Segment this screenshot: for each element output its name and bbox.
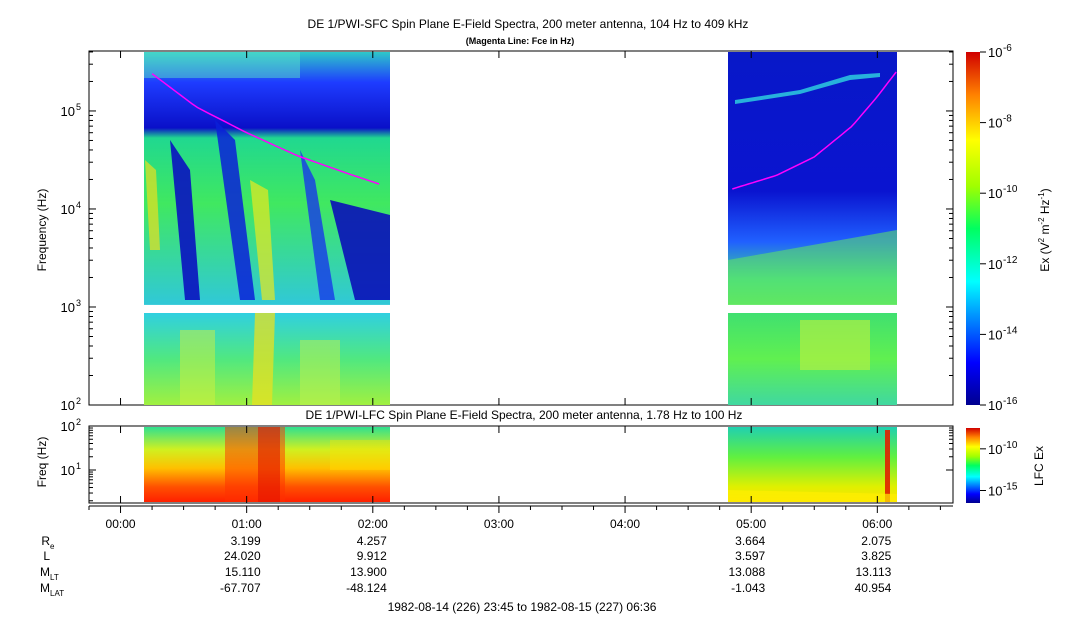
ephemeris-label-0: R [41,534,50,548]
sfc-cb-tick-exp-4: -14 [1003,325,1018,336]
sfc-ytick-exp-2: 4 [76,200,81,210]
ephemeris-value: 3.664 [735,534,765,548]
lfc-texture-b [728,430,897,502]
ephemeris-label-2: M [40,565,50,579]
lfc-title: DE 1/PWI-LFC Spin Plane E-Field Spectra,… [306,408,743,422]
fce-line-2 [732,71,897,190]
time-label-4: 04:00 [610,517,640,531]
lfc-cb-tick-exp-1: -15 [1003,482,1018,493]
lfc-cb-tick-label-0: 10 [988,442,1002,457]
ephemeris-value: 3.825 [861,549,891,563]
ephemeris-value: -67.707 [220,581,261,595]
ephemeris-value: 15.110 [225,565,261,579]
time-label-6: 06:00 [862,517,892,531]
lfc-colorbar-label: LFC Ex [1032,446,1046,486]
lfc-ytick-exp-0: 1 [76,461,81,471]
sfc-cb-tick-exp-0: -6 [1003,43,1012,54]
sfc-band-gap [143,304,899,312]
lfc-texture-a [225,427,390,502]
ephemeris-value: 24.020 [224,549,261,563]
ephemeris-value: 4.257 [357,534,387,548]
sfc-texture-b [728,73,897,305]
lfc-spectrogram-segment-2 [728,427,897,502]
lfc-cb-tick-exp-0: -10 [1003,440,1018,451]
lfc-y-axis-label: Freq (Hz) [35,437,49,488]
sfc-texture-a [144,52,390,300]
time-label-2: 02:00 [358,517,388,531]
ephemeris-label-sub-2: LT [50,573,59,582]
time-label-1: 01:00 [232,517,262,531]
ephemeris-label-sub-0: e [50,542,55,551]
sfc-texture-a-low [180,313,340,405]
sfc-cb-tick-label-3: 10 [988,257,1002,272]
sfc-cb-tick-label-4: 10 [988,327,1002,342]
ephemeris-label-1: L [43,549,50,563]
sfc-cb-tick-label-2: 10 [988,186,1002,201]
sfc-cb-tick-label-0: 10 [988,45,1002,60]
sfc-y-axis-label: Frequency (Hz) [35,189,49,272]
sfc-colorbar-label: Ex (V2 m-2 Hz-1) [1037,188,1052,271]
time-axis: 00:00 01:00 02:00 03:00 04:00 05:00 06:00 [88,51,953,531]
ephemeris-label-sub-3: LAT [50,589,64,598]
ephemeris-value: 3.597 [735,549,765,563]
lfc-ytick-label-1: 10 [61,419,75,434]
sfc-ytick-exp-0: 2 [76,396,81,406]
time-range-footer: 1982-08-14 (226) 23:45 to 1982-08-15 (22… [388,600,657,614]
sfc-ytick-exp-1: 3 [76,298,81,308]
sfc-cb-tick-label-1: 10 [988,116,1002,131]
sfc-colorbar-bar [966,52,980,405]
lfc-colorbar-bar [966,428,980,503]
time-label-0: 00:00 [106,517,136,531]
sfc-cb-tick-exp-1: -8 [1003,114,1012,125]
sfc-subtitle: (Magenta Line: Fce in Hz) [466,36,575,46]
lfc-cb-tick-label-1: 10 [988,484,1002,499]
sfc-ytick-label-3: 10 [61,104,75,119]
sfc-cb-tick-exp-2: -10 [1003,184,1018,195]
ephemeris-value: 13.113 [856,565,892,579]
sfc-ytick-label-1: 10 [61,300,75,315]
ephemeris-value: 13.900 [350,565,387,579]
time-label-3: 03:00 [484,517,514,531]
sfc-title: DE 1/PWI-SFC Spin Plane E-Field Spectra,… [308,17,749,31]
lfc-ytick-label-0: 10 [61,463,75,478]
ephemeris-value: 9.912 [357,549,387,563]
ephemeris-value: -1.043 [731,581,765,595]
time-label-5: 05:00 [736,517,766,531]
fce-lines [151,71,897,190]
sfc-ytick-label-0: 10 [61,398,75,413]
fce-line-1 [151,73,380,185]
ephemeris-value: 13.088 [728,565,765,579]
ephemeris-label-3: M [40,581,50,595]
sfc-ytick-exp-3: 5 [76,102,81,112]
sfc-cb-tick-label-5: 10 [988,398,1002,413]
ephemeris-value: 40.954 [855,581,892,595]
sfc-cb-tick-exp-3: -12 [1003,255,1018,266]
sfc-texture-b-low [800,320,870,370]
sfc-cb-tick-exp-5: -16 [1003,396,1018,407]
ephemeris-value: 2.075 [861,534,891,548]
lfc-ytick-exp-1: 2 [76,417,81,427]
ephemeris-value: 3.199 [231,534,261,548]
sfc-ytick-label-2: 10 [61,202,75,217]
ephemeris-value: -48.124 [346,581,387,595]
